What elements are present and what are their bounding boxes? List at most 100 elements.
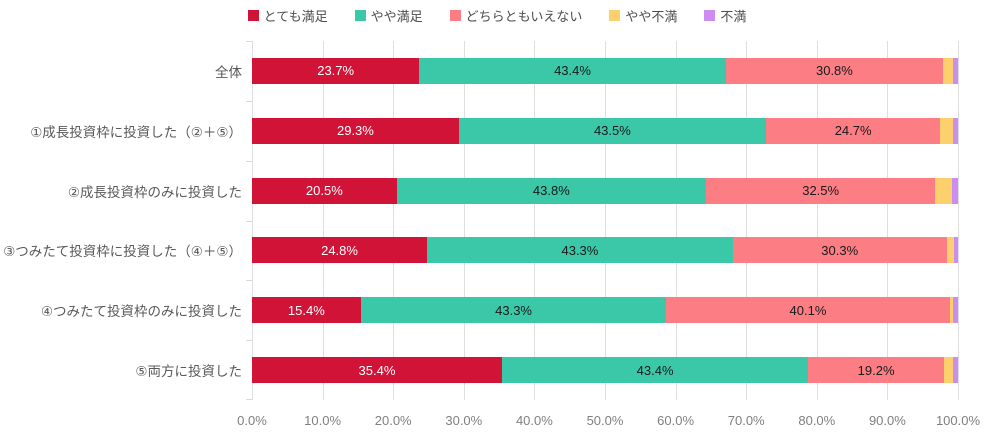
- stacked-bar: 20.5% 43.8% 32.5%: [252, 177, 958, 204]
- axis-tick: [246, 160, 252, 162]
- legend-swatch: [704, 10, 716, 21]
- bar-segment-どちらともいえない: 30.8%: [725, 57, 944, 84]
- category-label: ①成長投資枠に投資した（②＋⑤）: [30, 124, 242, 140]
- axis-tick: [246, 220, 252, 222]
- bar-segment-不満: [953, 297, 958, 324]
- bar-segment-やや不満: [935, 177, 953, 204]
- bar-segment-やや不満: [946, 237, 954, 264]
- legend-item-label: やや不満: [625, 9, 678, 24]
- bar-segment-とても満足: 29.3%: [252, 117, 459, 144]
- x-tick-label: 30.0%: [445, 413, 483, 428]
- legend: とても満足 やや満足 どちらともいえない やや不満 不満: [0, 6, 994, 25]
- axis-tick: [246, 280, 252, 282]
- gridline: [816, 41, 818, 400]
- category-label: ⑤両方に投資した: [135, 364, 242, 380]
- category-label: ④つみたて投資枠のみに投資した: [40, 304, 242, 320]
- bar-segment-label: 43.4%: [636, 362, 674, 378]
- x-tick-label: 90.0%: [868, 413, 906, 428]
- bar-segment-どちらともいえない: 32.5%: [705, 177, 936, 204]
- x-tick-label: 10.0%: [304, 413, 342, 428]
- gridline: [675, 41, 677, 400]
- bar-segment-label: 43.4%: [554, 63, 591, 79]
- bar-segment-label: 23.7%: [317, 63, 355, 79]
- stacked-bar: 35.4% 43.4% 19.2%: [252, 357, 958, 384]
- gridline: [393, 41, 395, 400]
- chart-row: ①成長投資枠に投資した（②＋⑤） 29.3% 43.5% 24.7%: [30, 101, 958, 161]
- stacked-bar: 24.8% 43.3% 30.3%: [252, 237, 958, 264]
- legend-swatch: [354, 10, 366, 21]
- chart-row: ⑤両方に投資した 35.4% 43.4% 19.2%: [135, 340, 958, 400]
- bar-segment-やや不満: [943, 57, 954, 84]
- bar-segment-やや満足: 43.4%: [501, 357, 809, 384]
- legend-item-label: とても満足: [263, 9, 328, 24]
- legend-swatch: [449, 10, 461, 21]
- bar-segment-やや不満: [949, 297, 954, 324]
- gridline: [887, 41, 889, 400]
- x-tick-label: 100.0%: [935, 413, 981, 428]
- bar-segment-やや満足: 43.5%: [458, 117, 766, 144]
- bar-segment-とても満足: 15.4%: [252, 297, 361, 324]
- x-tick-label: 60.0%: [657, 413, 695, 428]
- axis-tick: [246, 41, 252, 42]
- bar-segment-不満: [953, 117, 958, 144]
- x-tick-label: 70.0%: [727, 413, 765, 428]
- bar-segment-やや不満: [943, 357, 954, 384]
- gridline: [958, 41, 959, 400]
- x-tick-label: 40.0%: [515, 413, 553, 428]
- bar-segment-不満: [953, 57, 958, 84]
- bar-segment-label: 24.8%: [321, 242, 358, 258]
- stacked-bar: 29.3% 43.5% 24.7%: [252, 117, 958, 144]
- gridline: [534, 41, 536, 400]
- bar-segment-とても満足: 24.8%: [252, 237, 428, 264]
- bar-segment-とても満足: 20.5%: [252, 177, 397, 204]
- chart-row: 全体 23.7% 43.4% 30.8%: [215, 41, 958, 101]
- bar-segment-やや満足: 43.4%: [419, 57, 726, 84]
- axis-tick: [246, 399, 252, 400]
- bar-segment-やや満足: 43.3%: [360, 297, 667, 324]
- bar-segment-label: 30.3%: [821, 242, 859, 258]
- bar-segment-不満: [952, 177, 958, 204]
- category-label: ③つみたて投資枠に投資した（④＋⑤）: [3, 244, 242, 260]
- bar-segment-どちらともいえない: 40.1%: [666, 297, 950, 324]
- legend-item: やや不満: [609, 6, 677, 25]
- bar-segment-label: 24.7%: [834, 123, 872, 139]
- legend-swatch: [609, 10, 621, 21]
- chart-row: ③つみたて投資枠に投資した（④＋⑤） 24.8% 43.3% 30.3%: [3, 220, 958, 280]
- chart-row: ④つみたて投資枠のみに投資した 15.4% 43.3% 40.1%: [41, 280, 958, 340]
- legend-item: どちらともいえない: [449, 6, 583, 25]
- chart-row: ②成長投資枠のみに投資した 20.5% 43.8% 32.5%: [68, 161, 958, 221]
- legend-item-label: どちらともいえない: [465, 9, 583, 24]
- stacked-bar: 15.4% 43.3% 40.1%: [252, 297, 958, 324]
- x-tick-label: 20.0%: [374, 413, 412, 428]
- legend-item: 不満: [704, 6, 746, 25]
- bar-segment-label: 43.8%: [532, 183, 570, 199]
- bar-segment-label: 43.3%: [561, 242, 599, 258]
- category-label: 全体: [215, 64, 242, 80]
- gridline: [322, 41, 324, 400]
- legend-swatch: [247, 10, 259, 21]
- legend-item-label: やや満足: [370, 9, 423, 24]
- bar-segment-label: 40.1%: [789, 302, 827, 318]
- bar-segment-label: 19.2%: [857, 362, 895, 378]
- bar-segment-不満: [953, 237, 958, 264]
- x-tick-label: 0.0%: [237, 413, 267, 428]
- bar-segment-とても満足: 35.4%: [252, 357, 502, 384]
- legend-item: とても満足: [247, 6, 328, 25]
- bar-segment-やや満足: 43.8%: [396, 177, 706, 204]
- bar-segment-やや満足: 43.3%: [427, 237, 733, 264]
- axis-tick: [246, 340, 252, 342]
- bar-segment-どちらともいえない: 30.3%: [732, 237, 947, 264]
- bar-segment-label: 32.5%: [802, 183, 840, 199]
- gridline: [463, 41, 465, 400]
- gridline: [605, 41, 606, 400]
- bar-segment-label: 35.4%: [358, 362, 396, 378]
- bar-segment-どちらともいえない: 24.7%: [765, 117, 941, 144]
- plot-area: 全体 23.7% 43.4% 30.8% ①成長投資枠に投資した（②＋⑤） 29.3% 43…: [3, 41, 959, 400]
- category-label: ②成長投資枠のみに投資した: [67, 184, 242, 200]
- stacked-bar: 23.7% 43.4% 30.8%: [252, 57, 958, 84]
- bar-segment-label: 43.5%: [593, 123, 631, 139]
- bar-segment-やや不満: [940, 117, 954, 144]
- bar-segment-label: 30.8%: [815, 63, 853, 79]
- bar-segment-とても満足: 23.7%: [252, 57, 420, 84]
